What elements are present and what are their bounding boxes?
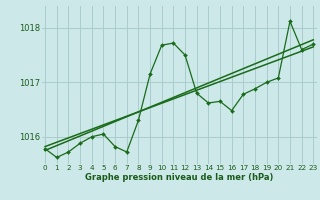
X-axis label: Graphe pression niveau de la mer (hPa): Graphe pression niveau de la mer (hPa) <box>85 173 273 182</box>
